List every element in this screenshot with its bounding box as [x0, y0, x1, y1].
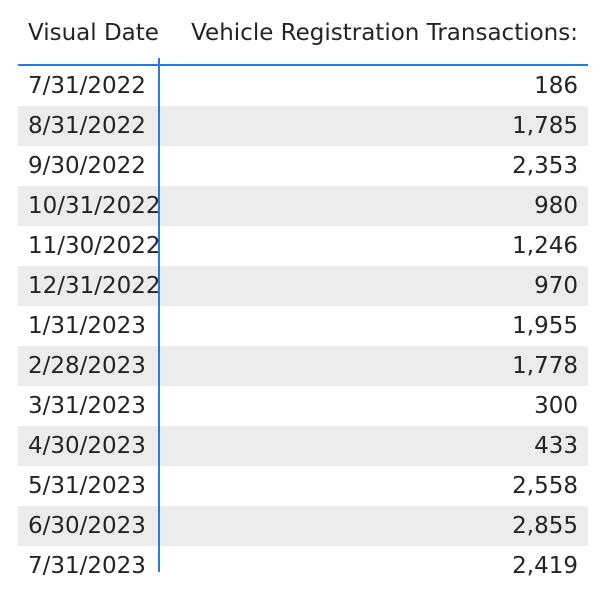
cell-value: 1,955 [512, 313, 578, 339]
table-row[interactable]: 12/31/2022 970 [18, 266, 588, 306]
cell-date: 10/31/2022 [28, 193, 161, 219]
cell-value: 2,353 [512, 153, 578, 179]
column-header-vehicle-registration-transactions[interactable]: Vehicle Registration Transactions: [191, 20, 578, 46]
cell-value: 433 [534, 433, 578, 459]
cell-date: 1/31/2023 [28, 313, 146, 339]
cell-value: 2,855 [512, 513, 578, 539]
cell-date: 9/30/2022 [28, 153, 146, 179]
cell-date: 2/28/2023 [28, 353, 146, 379]
cell-date: 6/30/2023 [28, 513, 146, 539]
table-row[interactable]: 7/31/2022 186 [18, 66, 588, 106]
table-row[interactable]: 2/28/2023 1,778 [18, 346, 588, 386]
cell-value: 2,419 [512, 553, 578, 579]
cell-date: 5/31/2023 [28, 473, 146, 499]
cell-date: 12/31/2022 [28, 273, 161, 299]
cell-value: 1,778 [512, 353, 578, 379]
cell-value: 1,246 [512, 233, 578, 259]
table-row[interactable]: 4/30/2023 433 [18, 426, 588, 466]
table-row[interactable]: 3/31/2023 300 [18, 386, 588, 426]
cell-date: 7/31/2023 [28, 553, 146, 579]
table-row[interactable]: 1/31/2023 1,955 [18, 306, 588, 346]
table-row[interactable]: 5/31/2023 2,558 [18, 466, 588, 506]
table-header: Visual Date Vehicle Registration Transac… [18, 10, 588, 66]
table-visual: Visual Date Vehicle Registration Transac… [18, 10, 588, 582]
column-header-visual-date[interactable]: Visual Date [28, 20, 159, 46]
cell-value: 980 [534, 193, 578, 219]
cell-date: 8/31/2022 [28, 113, 146, 139]
table-row[interactable]: 6/30/2023 2,855 [18, 506, 588, 546]
cell-value: 970 [534, 273, 578, 299]
table-row[interactable]: 8/31/2022 1,785 [18, 106, 588, 146]
cell-date: 7/31/2022 [28, 73, 146, 99]
cell-date: 4/30/2023 [28, 433, 146, 459]
cell-date: 3/31/2023 [28, 393, 146, 419]
cell-value: 186 [534, 73, 578, 99]
table-row[interactable]: 11/30/2022 1,246 [18, 226, 588, 266]
cell-value: 300 [534, 393, 578, 419]
cell-date: 11/30/2022 [28, 233, 161, 259]
table-row[interactable]: 10/31/2022 980 [18, 186, 588, 226]
table-row[interactable]: 7/31/2023 2,419 [18, 546, 588, 582]
cell-value: 2,558 [512, 473, 578, 499]
table-row[interactable]: 9/30/2022 2,353 [18, 146, 588, 186]
cell-value: 1,785 [512, 113, 578, 139]
column-divider[interactable] [158, 58, 160, 572]
